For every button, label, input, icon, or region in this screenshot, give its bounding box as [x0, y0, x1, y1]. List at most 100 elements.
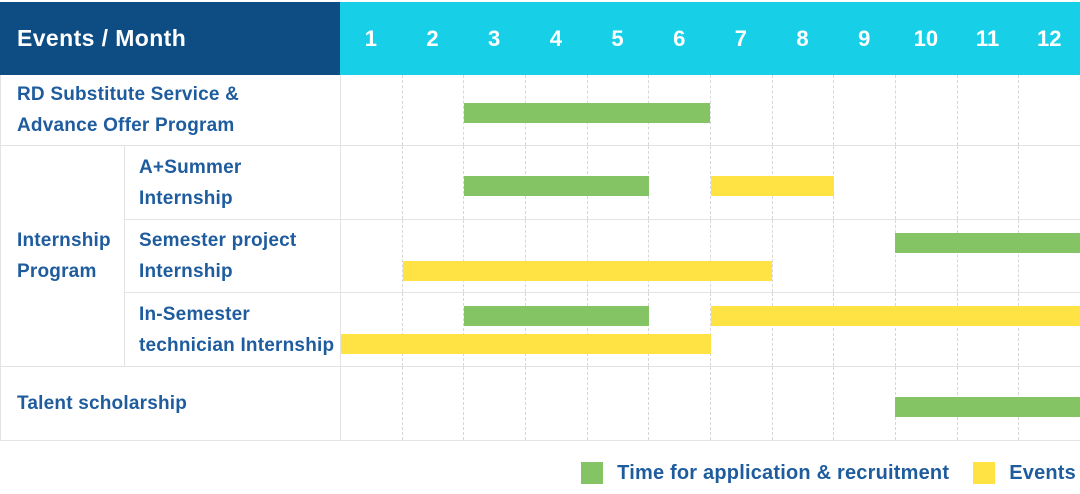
month-header-2: 2 — [426, 25, 439, 51]
month-grid-cell — [463, 75, 525, 145]
group-label-line: Program — [17, 261, 97, 282]
row-talent-scholarship: Talent scholarship — [1, 367, 1080, 441]
month-grid-cell — [401, 220, 464, 292]
green-swatch-icon — [581, 462, 604, 484]
row-label-line: RD Substitute Service & — [17, 84, 240, 105]
month-grid-cell — [341, 293, 402, 366]
month-grid-cell — [895, 293, 957, 366]
row-label-line: Talent scholarship — [17, 393, 188, 414]
month-grid-cell — [648, 293, 710, 366]
chart-lane — [341, 75, 1080, 145]
row-rd-substitute: RD Substitute Service & Advance Offer Pr… — [1, 75, 1080, 146]
green-gantt-bar — [895, 396, 1080, 417]
month-grid-cell — [341, 146, 402, 219]
month-grid-cell — [525, 293, 587, 366]
month-grid-cell — [586, 367, 649, 440]
month-grid-cell — [833, 75, 895, 145]
month-grid-cell — [833, 367, 895, 440]
month-grid-cell — [525, 220, 587, 292]
events-month-header: Events / Month — [0, 2, 340, 75]
row-label: A+Summer Internship — [125, 146, 341, 219]
month-grid-cell — [710, 75, 772, 145]
month-grid-cell — [463, 146, 525, 219]
chart-lane — [341, 293, 1080, 366]
month-grid-cell — [895, 75, 957, 145]
month-header-7: 7 — [734, 25, 747, 51]
row-label-line: Internship — [139, 261, 233, 282]
month-grid-cell — [833, 146, 895, 219]
row-label-line: Internship — [139, 187, 233, 209]
month-grid-cell — [771, 220, 834, 292]
green-gantt-bar — [895, 233, 1080, 253]
month-grid-cell — [341, 367, 402, 440]
legend: Time for application & recruitment Event… — [0, 452, 1080, 494]
row-label-line: technician Internship — [139, 334, 335, 356]
month-grid-cell — [710, 220, 772, 292]
row-label: In-Semester technician Internship — [125, 293, 341, 366]
month-grid-cell — [648, 146, 710, 219]
row-label-line: Advance Offer Program — [17, 115, 235, 136]
month-grid-cell — [956, 75, 1019, 145]
month-grid-cell — [771, 75, 834, 145]
chart-lane — [341, 367, 1080, 440]
green-gantt-bar — [464, 306, 649, 326]
month-header-8: 8 — [796, 25, 809, 51]
month-grid-cell — [1018, 146, 1080, 219]
month-grid-cell — [525, 367, 587, 440]
legend-item-events: Events — [973, 462, 1076, 485]
group-subrows: A+Summer Internship Semester project Int… — [125, 146, 1080, 366]
row-in-semester-technician: In-Semester technician Internship — [125, 293, 1080, 366]
legend-label: Events — [1009, 461, 1076, 484]
month-grid-cell — [401, 146, 464, 219]
month-grid-cell — [648, 220, 710, 292]
month-grid-cell — [710, 367, 772, 440]
month-grid-cell — [586, 220, 649, 292]
month-header-11: 11 — [975, 25, 1000, 51]
month-header-9: 9 — [858, 25, 871, 51]
yellow-gantt-bar — [341, 334, 711, 354]
month-header-3: 3 — [488, 25, 501, 51]
month-header-6: 6 — [673, 25, 686, 51]
month-grid-cell — [648, 367, 710, 440]
green-gantt-bar — [464, 103, 711, 123]
month-grid-cell — [833, 220, 895, 292]
month-grid-cell — [710, 293, 772, 366]
header-title: Events / Month — [17, 25, 187, 51]
month-grid-cell — [463, 293, 525, 366]
row-semester-project: Semester project Internship — [125, 220, 1080, 293]
month-grid-cell — [401, 75, 464, 145]
table-body: RD Substitute Service & Advance Offer Pr… — [0, 75, 1080, 441]
month-header-4: 4 — [549, 25, 562, 51]
row-a-plus-summer: A+Summer Internship — [125, 146, 1080, 220]
month-header-12: 12 — [1036, 25, 1062, 51]
month-grid-cell — [401, 367, 464, 440]
month-grid-cell — [771, 367, 834, 440]
row-label: Talent scholarship — [1, 367, 341, 440]
month-grid-cell — [1018, 220, 1080, 292]
month-grid-cell — [463, 367, 525, 440]
yellow-gantt-bar — [710, 175, 834, 196]
month-grid-cell — [956, 146, 1019, 219]
row-label-line: Semester project — [139, 230, 297, 251]
month-grid-cell — [956, 293, 1019, 366]
month-header-5: 5 — [611, 25, 624, 51]
group-label-line: Internship — [17, 230, 111, 251]
row-label-line: In-Semester — [139, 303, 250, 325]
month-grid-cell — [463, 220, 525, 292]
yellow-gantt-bar — [402, 261, 773, 281]
month-header-strip: 1 2 3 4 5 6 7 8 9 10 11 12 — [340, 2, 1080, 75]
month-grid-cell — [771, 293, 834, 366]
month-grid-cell — [1018, 75, 1080, 145]
month-grid-cell — [895, 220, 957, 292]
chart-lane — [341, 220, 1080, 292]
yellow-swatch-icon — [973, 462, 996, 484]
chart-lane — [341, 146, 1080, 219]
month-grid-cell — [341, 75, 402, 145]
month-header-10: 10 — [913, 25, 939, 51]
green-gantt-bar — [464, 175, 649, 196]
table-header-row: Events / Month 1 2 3 4 5 6 7 8 9 10 11 12 — [0, 2, 1080, 75]
month-grid-cell — [401, 293, 464, 366]
month-grid-cell — [833, 293, 895, 366]
month-header-1: 1 — [364, 25, 377, 51]
group-label: Internship Program — [1, 146, 125, 366]
